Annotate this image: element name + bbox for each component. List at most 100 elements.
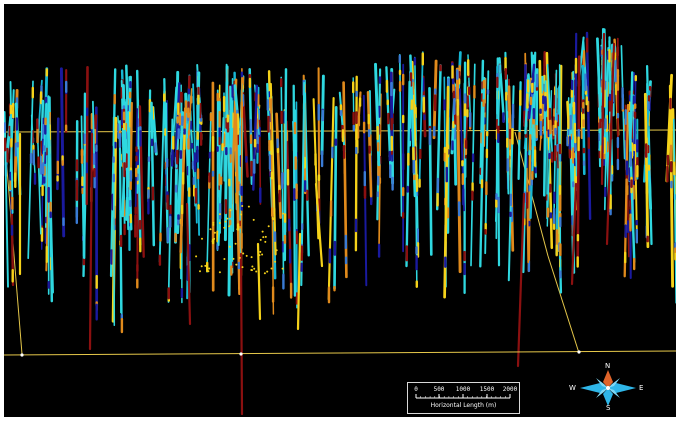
sample-point	[197, 207, 200, 210]
compass-south-label: S	[606, 404, 611, 412]
drillhole-trace	[570, 182, 578, 286]
drillhole-trace	[585, 31, 592, 221]
compass-rose: N S E W	[566, 362, 650, 412]
drillhole-trace	[283, 68, 288, 262]
sample-point	[204, 264, 207, 267]
drillhole-trace	[405, 80, 411, 268]
sample-point	[251, 265, 254, 268]
sample-point	[223, 226, 226, 229]
drillhole-trace	[256, 242, 262, 321]
sample-point	[212, 223, 215, 226]
sample-point	[259, 238, 262, 241]
drillhole-trace	[605, 42, 616, 246]
sample-point	[270, 267, 273, 270]
drillhole-trace	[293, 109, 298, 163]
compass-east-label: E	[639, 384, 644, 392]
sample-point	[262, 236, 265, 239]
sample-point	[247, 205, 250, 208]
sample-point	[282, 212, 285, 215]
sample-point	[271, 217, 274, 219]
drillhole-trace	[27, 80, 34, 260]
drillhole-trace	[428, 86, 433, 256]
drillhole-trace	[165, 102, 169, 243]
sample-point	[241, 205, 244, 207]
drillhole-trace	[484, 70, 490, 255]
drillhole-trace	[338, 91, 346, 153]
drillhole-trace	[225, 63, 233, 276]
drillhole-trace	[558, 64, 562, 269]
scale-tick-label: 2000	[502, 386, 518, 393]
compass-west-label: W	[569, 384, 576, 392]
sample-point	[208, 267, 211, 270]
drillhole-trace	[398, 53, 403, 217]
drillhole-trace	[239, 252, 244, 416]
drillhole-trace	[119, 119, 123, 321]
sample-point	[218, 271, 221, 274]
sample-point	[219, 213, 221, 216]
drillhole-trace	[516, 192, 526, 368]
sample-point	[228, 245, 231, 248]
sample-point	[253, 267, 256, 270]
sample-point	[195, 255, 198, 258]
drillhole-trace	[600, 32, 606, 186]
sample-point	[263, 272, 266, 275]
sample-point	[266, 270, 269, 273]
scale-tick-label: 1500	[479, 386, 495, 393]
sample-point	[238, 256, 241, 259]
sample-point	[229, 209, 232, 212]
sample-point	[264, 240, 267, 243]
sample-point	[200, 265, 203, 268]
sample-point	[212, 221, 215, 224]
sample-point	[258, 254, 261, 257]
bounding-box-front	[4, 350, 676, 357]
compass-north-label: N	[605, 362, 611, 370]
drillhole-trace	[643, 92, 650, 249]
sample-point	[235, 263, 238, 266]
drillhole-trace	[59, 67, 66, 238]
drillhole-trace	[317, 67, 321, 225]
sample-point	[236, 228, 239, 231]
drillhole-trace	[134, 108, 138, 227]
sample-point	[252, 218, 255, 221]
sample-point	[209, 228, 212, 231]
drillhole-trace	[314, 182, 324, 268]
drillhole-trace	[333, 105, 338, 290]
scale-tick-label: 0	[414, 386, 418, 393]
drillhole-trace	[378, 93, 382, 253]
sample-point	[242, 252, 245, 255]
sample-point	[213, 237, 216, 240]
scale-tick-label: 1000	[455, 386, 471, 393]
compass-icon	[580, 370, 636, 406]
bounding-box-corner	[239, 352, 243, 356]
sample-point	[264, 235, 267, 238]
drillhole-trace	[112, 116, 116, 326]
sample-point	[261, 253, 264, 256]
sample-point	[211, 240, 214, 243]
sample-point	[259, 250, 262, 253]
sample-point	[281, 267, 284, 270]
sample-point	[267, 225, 270, 228]
drillhole-trace	[176, 111, 184, 235]
bounding-box-edge	[547, 255, 580, 354]
drillhole-trace	[252, 84, 259, 191]
drillhole-trace	[296, 232, 302, 331]
drillhole-trace	[418, 51, 424, 185]
3d-viewport[interactable]: 0 500 1000 1500 2000 Horizontal Length (…	[4, 4, 676, 417]
drillhole-scene[interactable]	[4, 4, 676, 417]
sample-point	[213, 231, 216, 234]
bounding-box-edge	[4, 350, 676, 356]
sample-point	[201, 237, 203, 240]
drillholes-layer	[4, 27, 676, 416]
sample-point	[224, 220, 227, 223]
drillhole-trace	[185, 202, 192, 326]
sample-point	[234, 242, 237, 245]
scale-tick-label: 500	[433, 386, 445, 393]
drillhole-trace	[83, 92, 87, 260]
drillhole-trace	[150, 101, 156, 247]
sample-point	[199, 270, 201, 273]
drillhole-trace	[673, 118, 676, 304]
drillhole-trace	[88, 132, 94, 351]
sample-point	[241, 266, 244, 269]
sample-point	[218, 222, 221, 224]
drillhole-trace	[366, 90, 373, 198]
